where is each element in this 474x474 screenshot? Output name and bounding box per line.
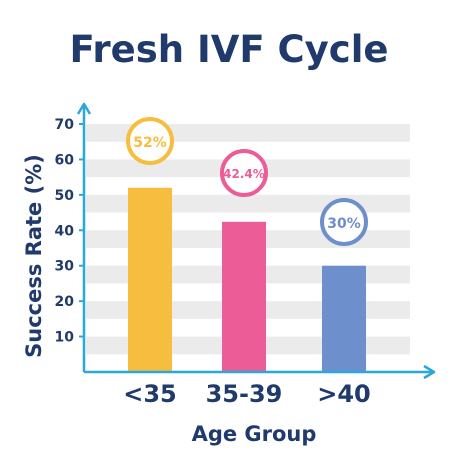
- bar-2: [222, 221, 266, 372]
- data-label: 42.4%: [223, 167, 265, 181]
- x-tick-label: <35: [123, 380, 177, 408]
- data-labels: 52% 42.4% 30%: [126, 117, 368, 246]
- x-axis-title: Age Group: [192, 422, 317, 446]
- bars-group: [128, 187, 366, 372]
- bar-3: [322, 265, 366, 372]
- y-axis-title: Success Rate (%): [22, 154, 46, 358]
- y-tick-label: 50: [55, 188, 75, 204]
- y-tick-label: 10: [55, 330, 75, 346]
- y-tick-label: 60: [55, 152, 75, 168]
- data-label-circle: [220, 149, 268, 197]
- bar-1: [128, 187, 172, 372]
- y-tick-label: 40: [55, 223, 75, 239]
- x-tick-label: >40: [317, 380, 371, 408]
- y-tick-label: 30: [55, 259, 75, 275]
- y-tick-label: 70: [55, 117, 75, 133]
- axes-group: [76, 102, 436, 380]
- chart-title: Fresh IVF Cycle: [69, 28, 388, 71]
- x-axis-arrow: [423, 364, 436, 380]
- data-label-circle: [320, 198, 368, 246]
- data-label-circle: [126, 117, 174, 165]
- x-tick-label: 35-39: [206, 380, 283, 408]
- data-label: 30%: [327, 216, 361, 232]
- y-axis-arrow: [76, 102, 92, 115]
- y-tick-label: 20: [55, 294, 75, 310]
- y-tick-labels: 10 20 30 40 50 60 70: [55, 117, 75, 346]
- data-label: 52%: [133, 135, 167, 151]
- x-tick-labels: <35 35-39 >40: [123, 380, 371, 408]
